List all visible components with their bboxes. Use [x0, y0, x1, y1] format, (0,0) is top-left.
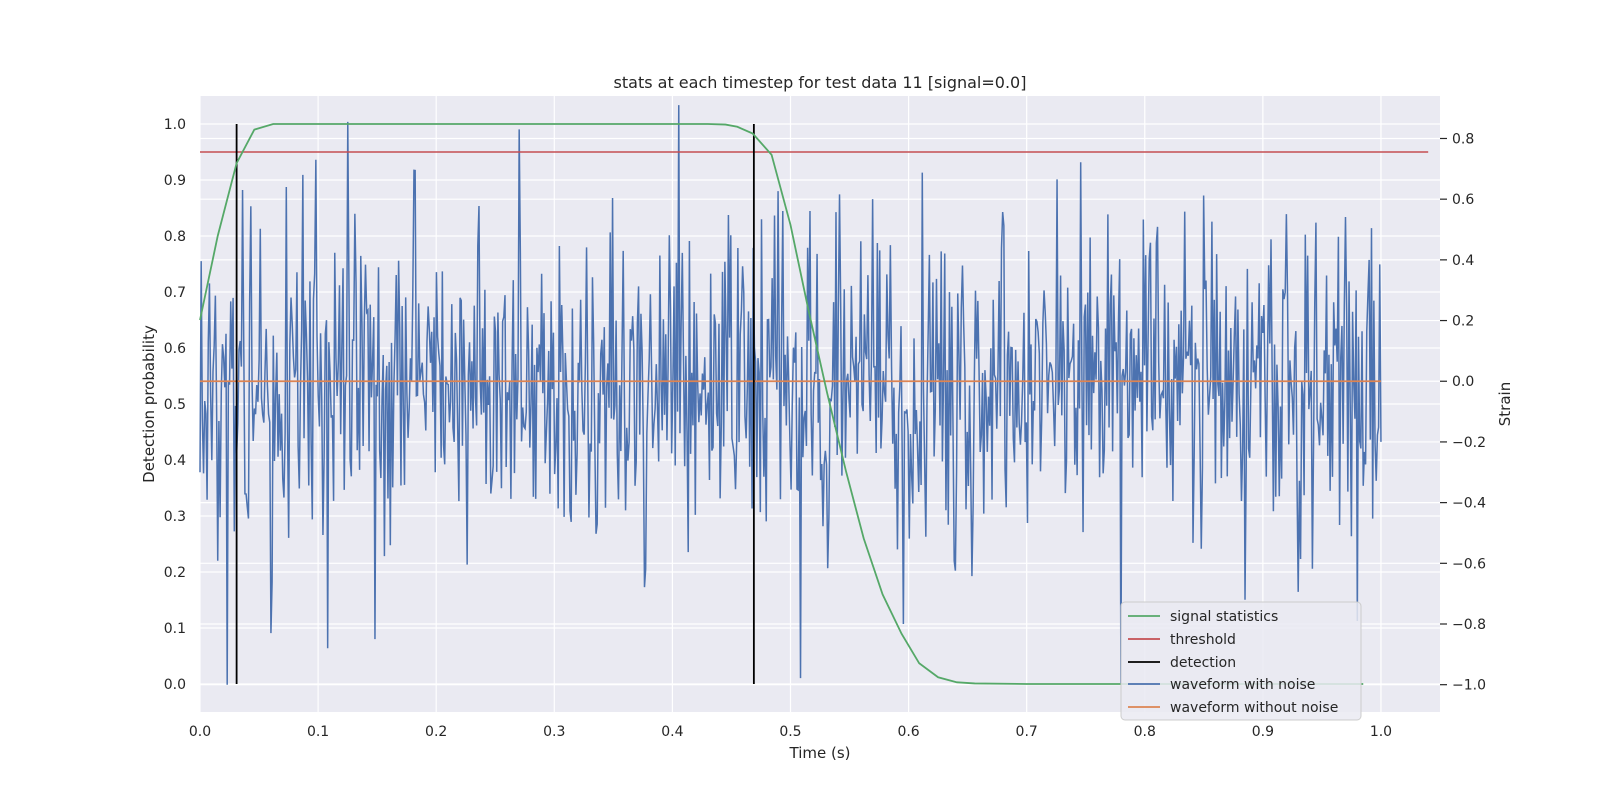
y2-tick-label: −0.8	[1452, 617, 1486, 633]
y2-axis-label: Strain	[1496, 382, 1514, 426]
y2-tick-label: 0.8	[1452, 131, 1474, 147]
y2-tick-label: 0.0	[1452, 374, 1474, 390]
y2-tick-label: −0.4	[1452, 496, 1486, 512]
y-axis-label: Detection probability	[140, 325, 158, 483]
y-tick-label: 0.3	[164, 509, 186, 525]
y-tick-label: 0.2	[164, 565, 186, 581]
series-signal-statistics	[199, 123, 1364, 685]
legend-label-waveform-with-noise: waveform with noise	[1170, 677, 1315, 693]
series-layer	[199, 105, 1429, 685]
y-tick-label: 0.9	[164, 173, 186, 189]
x-tick-label: 0.4	[661, 724, 683, 740]
y-tick-label: 1.0	[164, 117, 186, 133]
x-tick-label: 0.1	[307, 724, 329, 740]
series-waveform-with-noise	[199, 105, 1382, 685]
legend-label-signal-statistics: signal statistics	[1170, 609, 1278, 625]
legend-label-threshold: threshold	[1170, 632, 1236, 648]
legend-label-waveform-without-noise: waveform without noise	[1170, 700, 1338, 716]
legend-box	[1120, 601, 1362, 721]
x-tick-label: 0.2	[425, 724, 447, 740]
y2-tick-label: 0.4	[1452, 253, 1474, 269]
y2-tick-label: −1.0	[1452, 678, 1486, 694]
x-axis-label: Time (s)	[789, 744, 851, 762]
x-tick-label: 0.7	[1016, 724, 1038, 740]
y-tick-label: 0.8	[164, 229, 186, 245]
y-tick-label: 0.6	[164, 341, 186, 357]
ticks: 0.0 0.1 0.2 0.3 0.4 0.5 0.6 0.7 0.8 0.9 1.0 0.0 0.1 0…	[164, 117, 1486, 740]
x-tick-label: 0.5	[779, 724, 801, 740]
x-tick-label: 0.8	[1134, 724, 1156, 740]
x-tick-label: 0.3	[543, 724, 565, 740]
y-tick-label: 0.7	[164, 285, 186, 301]
chart-title: stats at each timestep for test data 11 …	[614, 73, 1027, 92]
x-tick-label: 0.9	[1252, 724, 1274, 740]
x-tick-label: 0.0	[189, 724, 211, 740]
x-tick-label: 0.6	[897, 724, 919, 740]
y2-tick-label: 0.6	[1452, 192, 1474, 208]
y-tick-label: 0.4	[164, 453, 186, 469]
y2-tick-label: −0.6	[1452, 556, 1486, 572]
y2-tick-label: 0.2	[1452, 314, 1474, 330]
y-tick-label: 0.5	[164, 397, 186, 413]
y2-tick-label: −0.2	[1452, 435, 1486, 451]
legend-label-detection: detection	[1170, 655, 1236, 671]
legend: signal statistics threshold detection wa…	[1120, 601, 1362, 721]
y-tick-label: 0.0	[164, 677, 186, 693]
y-tick-label: 0.1	[164, 621, 186, 637]
x-tick-label: 1.0	[1370, 724, 1392, 740]
